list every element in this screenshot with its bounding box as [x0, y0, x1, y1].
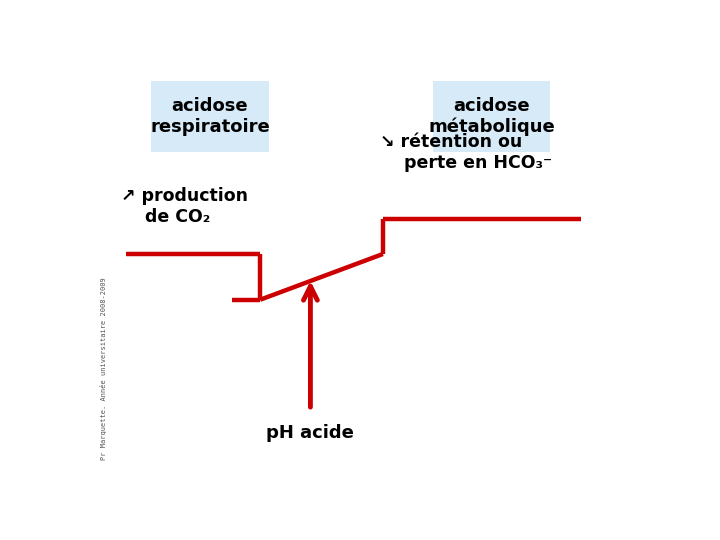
Text: acidose
métabolique: acidose métabolique — [428, 97, 555, 137]
Text: pH acide: pH acide — [266, 424, 354, 442]
Text: ↘ rétention ou
    perte en HCO₃⁻: ↘ rétention ou perte en HCO₃⁻ — [380, 133, 552, 172]
Text: Pr Marquette. Année universitaire 2008-2009: Pr Marquette. Année universitaire 2008-2… — [100, 277, 107, 460]
Text: ↗ production
    de CO₂: ↗ production de CO₂ — [121, 187, 248, 226]
FancyBboxPatch shape — [151, 82, 269, 152]
Text: acidose
respiratoire: acidose respiratoire — [150, 97, 270, 136]
FancyBboxPatch shape — [433, 82, 550, 152]
